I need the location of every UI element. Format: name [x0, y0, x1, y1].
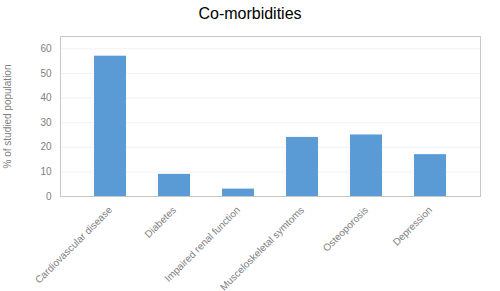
svg-text:60: 60 — [40, 43, 52, 54]
svg-text:% of studied population: % of studied population — [2, 65, 13, 169]
html-text:Co-morbidities: Co-morbidities — [198, 5, 302, 22]
svg-text:10: 10 — [40, 166, 52, 177]
svg-text:40: 40 — [40, 92, 52, 103]
svg-text:0: 0 — [46, 191, 52, 202]
svg-text:Osteoporosis: Osteoporosis — [321, 204, 370, 253]
svg-text:Musceloskeletal symtoms: Musceloskeletal symtoms — [218, 204, 306, 291]
svg-text:20: 20 — [40, 141, 52, 152]
svg-text:Depression: Depression — [391, 204, 435, 248]
svg-text:Diabetes: Diabetes — [142, 204, 178, 240]
svg-text:Impaired renal function: Impaired renal function — [162, 204, 243, 284]
svg-text:30: 30 — [40, 117, 52, 128]
svg-text:Cardiovascular disease: Cardiovascular disease — [33, 204, 115, 286]
svg-text:50: 50 — [40, 68, 52, 79]
